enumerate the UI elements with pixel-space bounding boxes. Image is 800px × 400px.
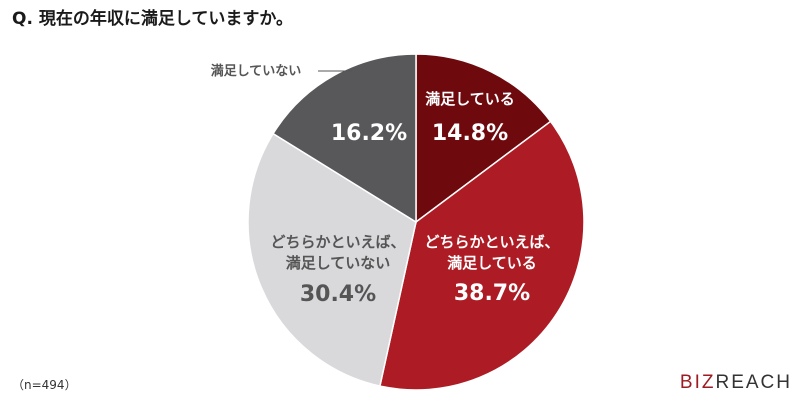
- bizreach-logo: BIZREACH: [680, 372, 792, 394]
- slice-value-label-4: 16.2%: [331, 121, 407, 146]
- pie-slice-1: [415, 53, 552, 224]
- slice-value-label-2: 38.7%: [454, 281, 530, 306]
- slice-name-line: 満足していない: [211, 63, 302, 79]
- question-title: Q. 現在の年収に満足していますか。: [12, 9, 293, 29]
- logo-text-biz: BIZ: [679, 372, 716, 393]
- slice-name-line: 満足していない: [286, 254, 391, 272]
- slice-name-label-2: どちらかといえば、満足している: [424, 233, 559, 272]
- logo-text-reach: REACH: [715, 372, 792, 393]
- slice-name-line: 満足している: [447, 254, 537, 272]
- slice-value-label-3: 30.4%: [300, 282, 376, 307]
- pie-slice-4: [272, 53, 417, 224]
- slice-name-line: 満足している: [425, 90, 515, 108]
- slice-name-label-4: 満足していない: [211, 63, 302, 79]
- slice-name-line: どちらかといえば、: [270, 233, 405, 251]
- slice-value-label-1: 14.8%: [432, 121, 508, 146]
- slice-name-label-1: 満足している: [425, 90, 515, 108]
- pie-slice-2: [379, 120, 585, 391]
- sample-size-note: （n=494）: [12, 378, 77, 392]
- slice-name-line: どちらかといえば、: [424, 233, 559, 251]
- slice-name-label-3: どちらかといえば、満足していない: [270, 233, 405, 272]
